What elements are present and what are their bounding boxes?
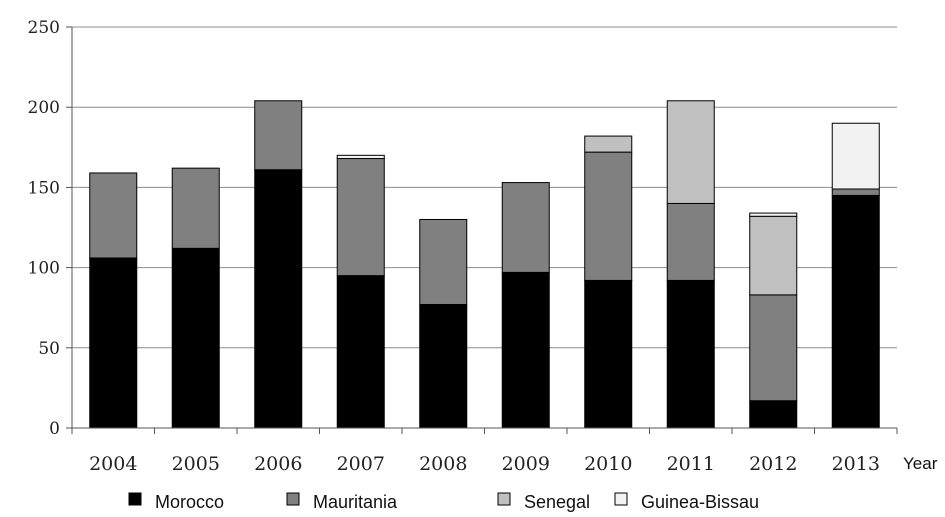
y-tick-label: 250 xyxy=(28,18,60,38)
bar-segment-morocco xyxy=(749,400,798,429)
legend-swatch xyxy=(497,492,511,506)
legend-label: Senegal xyxy=(524,492,590,512)
legend-label: Mauritania xyxy=(313,492,398,512)
bar-segment-mauritania xyxy=(336,158,385,277)
bar-segment-morocco xyxy=(501,271,550,429)
y-tick-label: 150 xyxy=(28,178,60,198)
legend-label: Morocco xyxy=(155,492,224,512)
bar-segment-morocco xyxy=(666,279,715,429)
legend-swatch xyxy=(128,492,142,506)
y-tick-label: 200 xyxy=(28,98,60,118)
bar-segment-morocco xyxy=(89,257,138,429)
bars xyxy=(89,100,880,429)
bar-segment-mauritania xyxy=(419,218,468,305)
bar-segment-morocco xyxy=(831,194,880,429)
y-tick-label: 0 xyxy=(49,419,60,439)
x-tick-label: 2006 xyxy=(254,453,302,475)
bar-segment-senegal xyxy=(749,215,798,296)
y-tick-labels: 0 50 100 150 200 250 xyxy=(28,18,60,439)
bar-segment-morocco xyxy=(254,169,303,429)
bar-segment-mauritania xyxy=(831,188,880,196)
legend-swatch xyxy=(286,492,300,506)
bar-segment-morocco xyxy=(419,303,468,429)
bar-segment-guinea-bissau xyxy=(831,122,880,190)
legend-swatch xyxy=(614,492,628,506)
x-tick-label: 2004 xyxy=(89,453,137,475)
x-tick-label: 2009 xyxy=(502,453,550,475)
bar-segment-mauritania xyxy=(749,294,798,402)
legend-label: Guinea-Bissau xyxy=(641,492,759,512)
bar-segment-mauritania xyxy=(584,151,633,281)
x-tick-label: 2005 xyxy=(172,453,220,475)
x-tick-label: 2012 xyxy=(749,453,797,475)
bar-segment-mauritania xyxy=(666,202,715,281)
x-tick-label: 2013 xyxy=(832,453,880,475)
x-tick-label: 2008 xyxy=(419,453,467,475)
bar-segment-guinea-bissau xyxy=(336,154,385,160)
y-tick-label: 50 xyxy=(38,339,60,359)
y-tick-label: 100 xyxy=(28,259,60,279)
bar-segment-senegal xyxy=(584,135,633,153)
x-tick-label: 2011 xyxy=(667,453,715,475)
bar-segment-mauritania xyxy=(171,167,220,249)
bar-segment-mauritania xyxy=(501,182,550,273)
bar-segment-morocco xyxy=(171,247,220,429)
x-tick-label: 2010 xyxy=(584,453,632,475)
bar-segment-morocco xyxy=(336,275,385,429)
x-tick-labels: 2004 2005 2006 2007 2008 2009 2010 2011 2012 2013 xyxy=(89,453,880,475)
x-tick-label: 2007 xyxy=(337,453,385,475)
bar-segment-guinea-bissau xyxy=(749,212,798,217)
axes xyxy=(66,26,898,434)
legend: Morocco Mauritania Senegal Guinea-Bissau xyxy=(128,492,759,512)
bar-segment-mauritania xyxy=(254,100,303,171)
bar-segment-morocco xyxy=(584,279,633,429)
bar-segment-senegal xyxy=(666,100,715,204)
bar-segment-mauritania xyxy=(89,172,138,259)
x-axis-label: Year xyxy=(903,454,938,473)
